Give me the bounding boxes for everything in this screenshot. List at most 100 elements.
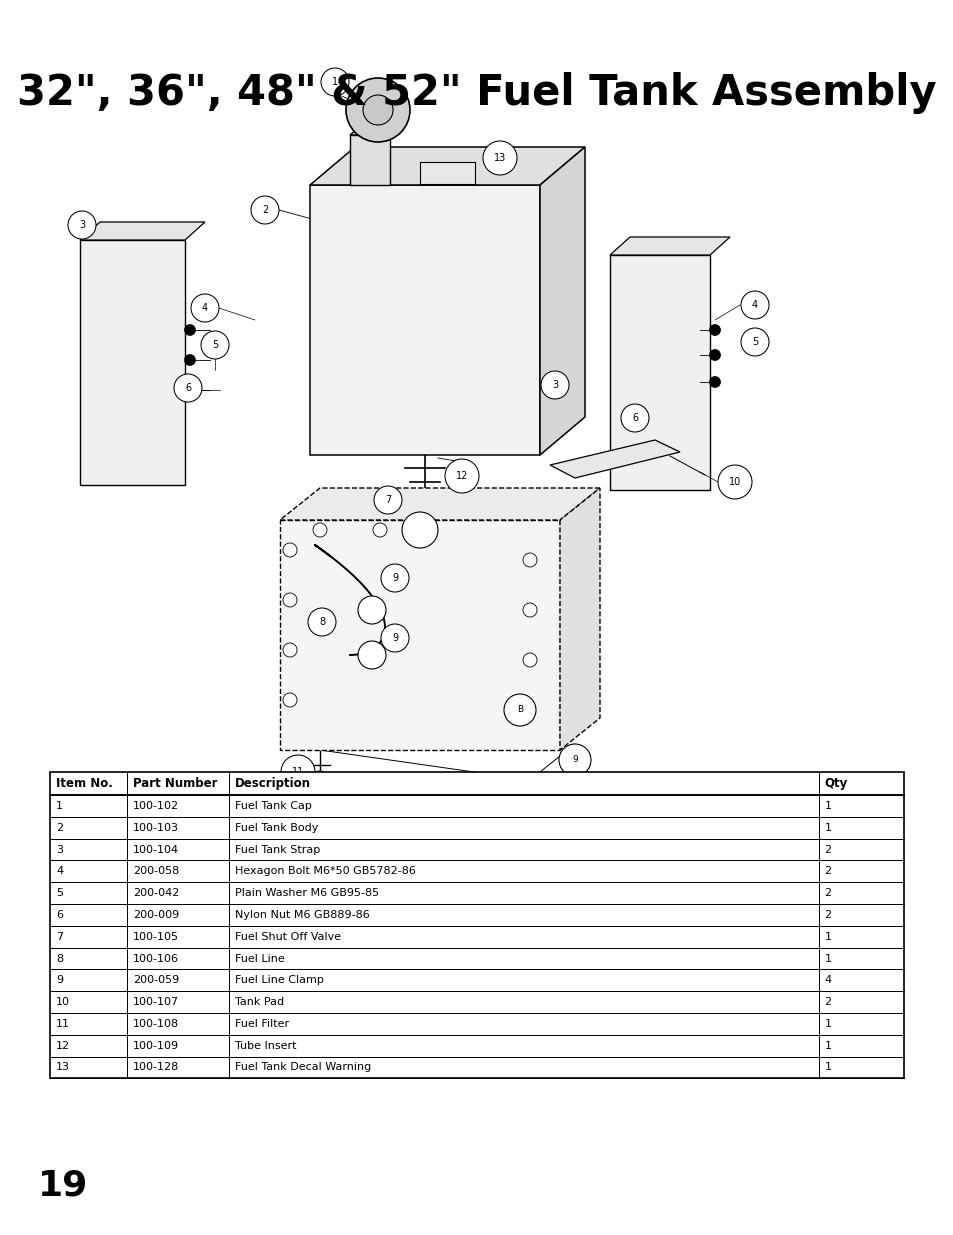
Text: 6: 6 <box>631 412 638 424</box>
Text: 5: 5 <box>56 888 63 898</box>
Text: 13: 13 <box>56 1062 70 1072</box>
Circle shape <box>201 331 229 359</box>
Text: Item No.: Item No. <box>56 777 112 790</box>
Text: Fuel Tank Body: Fuel Tank Body <box>235 823 318 832</box>
Text: 1: 1 <box>823 1041 831 1051</box>
Text: 2: 2 <box>823 997 831 1007</box>
Text: Fuel Tank Decal Warning: Fuel Tank Decal Warning <box>235 1062 372 1072</box>
Text: 1: 1 <box>56 802 63 811</box>
Text: 12: 12 <box>56 1041 71 1051</box>
Text: 100-109: 100-109 <box>132 1041 179 1051</box>
Text: 8: 8 <box>318 618 325 627</box>
Circle shape <box>357 597 386 624</box>
Text: 3: 3 <box>56 845 63 855</box>
Text: 6: 6 <box>185 383 191 393</box>
Polygon shape <box>350 120 408 135</box>
Text: 9: 9 <box>572 756 578 764</box>
Circle shape <box>283 643 296 657</box>
Circle shape <box>346 78 410 142</box>
Circle shape <box>380 564 409 592</box>
Text: 1: 1 <box>823 1062 831 1072</box>
Circle shape <box>620 404 648 432</box>
Circle shape <box>281 755 314 789</box>
Text: 200-042: 200-042 <box>132 888 179 898</box>
Circle shape <box>709 377 720 388</box>
Circle shape <box>311 771 329 789</box>
Circle shape <box>68 211 96 240</box>
Bar <box>280 520 559 750</box>
Circle shape <box>184 325 195 336</box>
Circle shape <box>380 624 409 652</box>
Text: 100-104: 100-104 <box>132 845 179 855</box>
Circle shape <box>740 329 768 356</box>
Circle shape <box>283 543 296 557</box>
Text: 2: 2 <box>823 866 831 877</box>
Text: B: B <box>517 705 522 715</box>
Text: 9: 9 <box>392 573 397 583</box>
Text: 9: 9 <box>392 634 397 643</box>
Text: Qty: Qty <box>823 777 847 790</box>
Text: 2: 2 <box>823 845 831 855</box>
Circle shape <box>401 513 437 548</box>
Circle shape <box>363 95 393 125</box>
Circle shape <box>374 487 401 514</box>
Text: 100-106: 100-106 <box>132 953 178 963</box>
Text: Description: Description <box>235 777 311 790</box>
Text: 7: 7 <box>384 495 391 505</box>
Text: 200-059: 200-059 <box>132 976 179 986</box>
Circle shape <box>313 522 327 537</box>
Circle shape <box>522 553 537 567</box>
Text: 10: 10 <box>56 997 70 1007</box>
Circle shape <box>191 294 219 322</box>
Text: Fuel Shut Off Valve: Fuel Shut Off Valve <box>235 931 341 942</box>
Polygon shape <box>310 147 584 185</box>
Text: 100-108: 100-108 <box>132 1019 179 1029</box>
Text: 4: 4 <box>56 866 63 877</box>
Text: 200-009: 200-009 <box>132 910 179 920</box>
Polygon shape <box>539 147 584 454</box>
Text: 10: 10 <box>728 477 740 487</box>
Text: 3: 3 <box>552 380 558 390</box>
Bar <box>50 772 903 1078</box>
Text: 4: 4 <box>202 303 208 312</box>
Text: 2: 2 <box>262 205 268 215</box>
Circle shape <box>482 141 517 175</box>
Text: Fuel Tank Strap: Fuel Tank Strap <box>235 845 320 855</box>
Text: 1: 1 <box>823 1019 831 1029</box>
Circle shape <box>184 354 195 366</box>
Circle shape <box>373 522 387 537</box>
Circle shape <box>320 68 349 96</box>
Text: 7: 7 <box>56 931 63 942</box>
Polygon shape <box>80 222 205 240</box>
Circle shape <box>173 374 202 403</box>
Text: Part Number: Part Number <box>132 777 217 790</box>
Text: 4: 4 <box>823 976 831 986</box>
Bar <box>609 254 709 490</box>
Text: 19: 19 <box>38 1168 89 1202</box>
Text: 11: 11 <box>56 1019 70 1029</box>
Polygon shape <box>609 237 729 254</box>
Text: 4: 4 <box>751 300 758 310</box>
Circle shape <box>522 603 537 618</box>
Circle shape <box>522 653 537 667</box>
Text: 3: 3 <box>79 220 85 230</box>
Polygon shape <box>550 440 679 478</box>
Text: 2: 2 <box>823 910 831 920</box>
Text: 1: 1 <box>823 931 831 942</box>
Text: Fuel Line Clamp: Fuel Line Clamp <box>235 976 324 986</box>
Bar <box>350 135 390 185</box>
Circle shape <box>308 608 335 636</box>
Circle shape <box>503 694 536 726</box>
Text: 1: 1 <box>823 823 831 832</box>
Text: Fuel Filter: Fuel Filter <box>235 1019 289 1029</box>
Text: 9: 9 <box>56 976 63 986</box>
Text: 1: 1 <box>332 77 337 86</box>
Text: 1: 1 <box>823 953 831 963</box>
Circle shape <box>184 384 195 395</box>
Text: Tank Pad: Tank Pad <box>235 997 284 1007</box>
Text: 1: 1 <box>823 802 831 811</box>
Text: 2: 2 <box>823 888 831 898</box>
Circle shape <box>283 593 296 606</box>
Bar <box>80 240 185 485</box>
Circle shape <box>740 291 768 319</box>
